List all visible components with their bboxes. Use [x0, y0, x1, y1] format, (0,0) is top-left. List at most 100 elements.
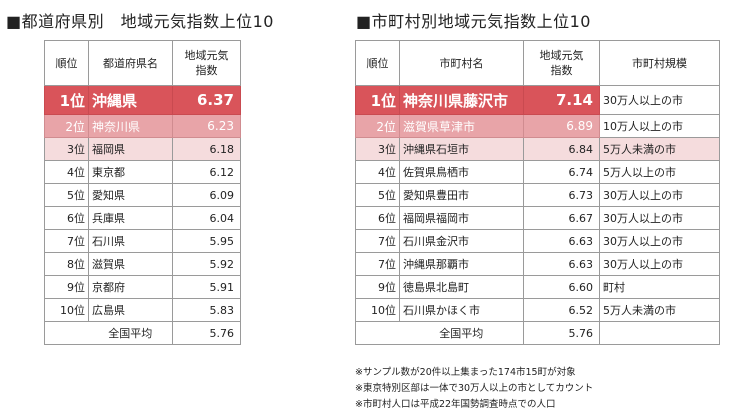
score-cell: 6.63 [523, 252, 600, 276]
municipality-section-title: ■市町村別地域元気指数上位10 [356, 12, 591, 31]
name-cell: 沖縄県石垣市 [399, 137, 524, 161]
rank-cell: 2位 [44, 114, 89, 138]
name-cell: 石川県かほく市 [399, 298, 524, 322]
name-cell: 神奈川県 [88, 114, 173, 138]
score-cell: 6.60 [523, 275, 600, 299]
score-cell: 6.12 [172, 160, 241, 184]
table-row: 6位 福岡県福岡市 6.67 30万人以上の市 [355, 206, 720, 230]
scale-cell: 30万人以上の市 [599, 252, 720, 276]
name-cell: 京都府 [88, 275, 173, 299]
table-row: 2位 神奈川県 6.23 [44, 114, 241, 138]
scale-cell: 10万人以上の市 [599, 114, 720, 138]
score-cell: 6.23 [172, 114, 241, 138]
name-cell: 愛知県 [88, 183, 173, 207]
name-cell: 徳島県北島町 [399, 275, 524, 299]
blank-cell [355, 321, 400, 345]
name-cell: 石川県 [88, 229, 173, 253]
score-cell: 6.18 [172, 137, 241, 161]
scale-cell: 30万人以上の市 [599, 183, 720, 207]
score-header: 地域元気 指数 [523, 40, 600, 86]
name-cell: 愛知県豊田市 [399, 183, 524, 207]
score-cell: 6.74 [523, 160, 600, 184]
table-row: 9位 京都府 5.91 [44, 275, 241, 299]
scale-cell: 5万人未満の市 [599, 298, 720, 322]
score-cell: 6.89 [523, 114, 600, 138]
prefecture-ranking-table: 順位 都道府県名 地域元気 指数 1位 沖縄県 6.37 2位 神奈川県 6.23 3位 福岡県… [44, 40, 241, 345]
rank-cell: 4位 [44, 160, 89, 184]
municipality-name-header: 市町村名 [399, 40, 524, 86]
scale-cell: 5万人未満の市 [599, 137, 720, 161]
score-cell: 6.52 [523, 298, 600, 322]
rank-cell: 7位 [44, 229, 89, 253]
score-cell: 6.73 [523, 183, 600, 207]
name-cell: 神奈川県藤沢市 [399, 85, 524, 115]
rank-cell: 3位 [355, 137, 400, 161]
name-cell: 佐賀県鳥栖市 [399, 160, 524, 184]
table-row: 9位 徳島県北島町 6.60 町村 [355, 275, 720, 299]
name-cell: 東京都 [88, 160, 173, 184]
score-cell: 6.09 [172, 183, 241, 207]
rank-cell: 5位 [355, 183, 400, 207]
rank-header: 順位 [44, 40, 89, 86]
average-row: 全国平均 5.76 [355, 321, 720, 345]
score-cell: 5.92 [172, 252, 241, 276]
rank-cell: 3位 [44, 137, 89, 161]
prefecture-name-header: 都道府県名 [88, 40, 173, 86]
scale-header: 市町村規模 [599, 40, 720, 86]
name-cell: 福岡県福岡市 [399, 206, 524, 230]
score-cell: 6.04 [172, 206, 241, 230]
footnotes: ※サンプル数が20件以上集まった174市15町が対象 ※東京特別区部は一体で30… [355, 365, 593, 413]
name-cell: 石川県金沢市 [399, 229, 524, 253]
rank-cell: 4位 [355, 160, 400, 184]
score-cell: 5.83 [172, 298, 241, 322]
table-row: 5位 愛知県 6.09 [44, 183, 241, 207]
rank-cell: 1位 [44, 85, 89, 115]
table-header-row: 順位 都道府県名 地域元気 指数 [44, 40, 241, 86]
name-cell: 沖縄県 [88, 85, 173, 115]
rank-cell: 7位 [355, 252, 400, 276]
score-cell: 5.95 [172, 229, 241, 253]
score-cell: 5.91 [172, 275, 241, 299]
name-cell: 兵庫県 [88, 206, 173, 230]
rank-cell: 1位 [355, 85, 400, 115]
table-row: 2位 滋賀県草津市 6.89 10万人以上の市 [355, 114, 720, 138]
blank-cell [599, 321, 720, 345]
rank-cell: 9位 [355, 275, 400, 299]
average-score: 5.76 [523, 321, 600, 345]
name-cell: 沖縄県那覇市 [399, 252, 524, 276]
average-label: 全国平均 [399, 321, 524, 345]
table-header-row: 順位 市町村名 地域元気 指数 市町村規模 [355, 40, 720, 86]
table-row: 4位 佐賀県鳥栖市 6.74 5万人以上の市 [355, 160, 720, 184]
municipality-ranking-table: 順位 市町村名 地域元気 指数 市町村規模 1位 神奈川県藤沢市 7.14 30万人以上… [355, 40, 720, 345]
average-label: 全国平均 [88, 321, 173, 345]
rank-cell: 6位 [355, 206, 400, 230]
table-row: 7位 石川県 5.95 [44, 229, 241, 253]
rank-cell: 2位 [355, 114, 400, 138]
average-row: 全国平均 5.76 [44, 321, 241, 345]
average-score: 5.76 [172, 321, 241, 345]
rank-cell: 6位 [44, 206, 89, 230]
rank-header: 順位 [355, 40, 400, 86]
table-row: 5位 愛知県豊田市 6.73 30万人以上の市 [355, 183, 720, 207]
table-row: 1位 神奈川県藤沢市 7.14 30万人以上の市 [355, 85, 720, 115]
footnote: ※サンプル数が20件以上集まった174市15町が対象 [355, 367, 576, 378]
table-row: 3位 福岡県 6.18 [44, 137, 241, 161]
scale-cell: 30万人以上の市 [599, 206, 720, 230]
rank-cell: 9位 [44, 275, 89, 299]
scale-cell: 5万人以上の市 [599, 160, 720, 184]
table-row: 3位 沖縄県石垣市 6.84 5万人未満の市 [355, 137, 720, 161]
scale-cell: 町村 [599, 275, 720, 299]
rank-cell: 7位 [355, 229, 400, 253]
scale-cell: 30万人以上の市 [599, 229, 720, 253]
table-row: 8位 滋賀県 5.92 [44, 252, 241, 276]
score-cell: 6.37 [172, 85, 241, 115]
footnote: ※市町村人口は平成22年国勢調査時点での人口 [355, 399, 556, 410]
table-row: 4位 東京都 6.12 [44, 160, 241, 184]
scale-cell: 30万人以上の市 [599, 85, 720, 115]
name-cell: 福岡県 [88, 137, 173, 161]
name-cell: 滋賀県草津市 [399, 114, 524, 138]
score-cell: 6.67 [523, 206, 600, 230]
score-header: 地域元気 指数 [172, 40, 241, 86]
table-row: 6位 兵庫県 6.04 [44, 206, 241, 230]
rank-cell: 8位 [44, 252, 89, 276]
